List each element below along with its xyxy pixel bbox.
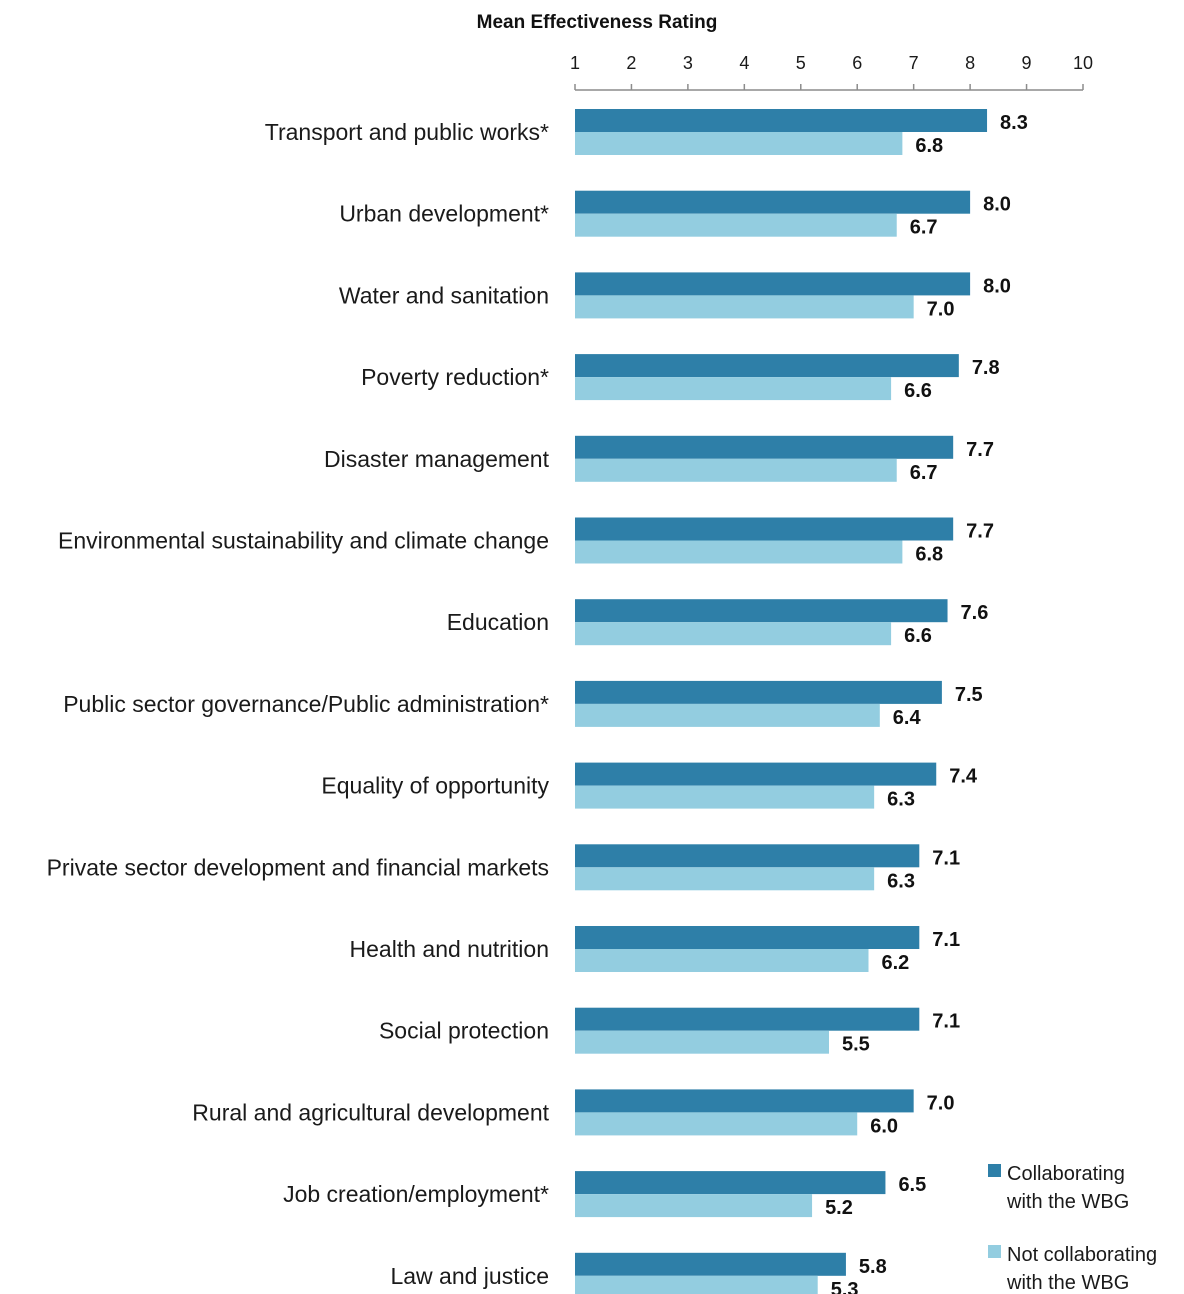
data-label: 7.1	[932, 1011, 960, 1033]
bar	[575, 599, 948, 623]
category-label: Water and sanitation	[339, 282, 549, 308]
bar	[575, 680, 942, 704]
bar	[575, 785, 875, 809]
bar	[575, 1030, 829, 1054]
data-label: 7.1	[932, 929, 960, 951]
data-label: 6.8	[915, 135, 943, 157]
x-tick-label: 5	[796, 53, 806, 73]
data-label: 6.3	[887, 789, 915, 811]
bar	[575, 762, 937, 786]
data-label: 7.0	[927, 298, 955, 320]
legend-swatch	[988, 1164, 1001, 1177]
bar	[575, 703, 880, 727]
bar	[575, 458, 897, 482]
bar	[575, 132, 903, 155]
data-label: 7.7	[966, 439, 994, 461]
bar	[575, 190, 971, 214]
data-label: 7.0	[927, 1092, 955, 1114]
category-label: Job creation/employment*	[283, 1181, 549, 1207]
data-label: 7.5	[955, 684, 983, 706]
data-label: 5.2	[825, 1197, 853, 1219]
bar	[575, 435, 954, 459]
category-label: Disaster management	[324, 446, 550, 472]
bar	[575, 867, 875, 891]
bar	[575, 1194, 813, 1218]
category-label: Transport and public works*	[265, 119, 549, 145]
data-label: 8.0	[983, 275, 1011, 297]
bar	[575, 1171, 886, 1195]
bar	[575, 1112, 858, 1136]
x-tick-label: 3	[683, 53, 693, 73]
bar	[575, 295, 914, 319]
bar	[575, 272, 971, 296]
category-label: Private sector development and financial…	[47, 854, 549, 880]
category-label: Education	[447, 609, 549, 635]
x-tick-label: 6	[852, 53, 862, 73]
legend-label: Collaborating	[1007, 1163, 1125, 1185]
x-tick-label: 8	[965, 53, 975, 73]
bar	[575, 622, 892, 646]
data-label: 8.0	[983, 194, 1011, 216]
data-label: 6.7	[910, 217, 938, 239]
data-label: 7.1	[932, 847, 960, 869]
category-label: Poverty reduction*	[361, 364, 549, 390]
bar	[575, 1089, 914, 1113]
legend-label: Not collaborating	[1007, 1244, 1157, 1266]
bar	[575, 517, 954, 541]
category-label: Health and nutrition	[350, 936, 549, 962]
x-tick-label: 1	[570, 53, 580, 73]
bar	[575, 1252, 846, 1276]
category-label: Law and justice	[390, 1263, 549, 1289]
data-label: 7.4	[949, 766, 978, 788]
data-label: 5.3	[831, 1279, 859, 1294]
bar	[575, 1275, 818, 1294]
x-tick-label: 4	[739, 53, 749, 73]
category-label: Urban development*	[339, 201, 549, 227]
data-label: 7.8	[972, 357, 1000, 379]
data-label: 6.8	[915, 544, 943, 566]
bar	[575, 354, 959, 378]
data-label: 6.2	[882, 952, 910, 974]
bar	[575, 213, 897, 237]
x-tick-label: 10	[1073, 53, 1093, 73]
category-label: Rural and agricultural development	[192, 1099, 549, 1125]
bar	[575, 377, 892, 401]
data-label: 6.3	[887, 870, 915, 892]
x-tick-label: 9	[1022, 53, 1032, 73]
bar	[575, 109, 988, 132]
x-tick-label: 2	[626, 53, 636, 73]
data-label: 5.5	[842, 1034, 870, 1056]
data-label: 5.8	[859, 1256, 887, 1278]
data-label: 6.7	[910, 462, 938, 484]
category-label: Environmental sustainability and climate…	[58, 528, 549, 554]
bar	[575, 1007, 920, 1031]
category-label: Equality of opportunity	[321, 773, 549, 799]
data-label: 6.6	[904, 625, 932, 647]
data-label: 6.5	[898, 1174, 926, 1196]
data-label: 6.4	[893, 707, 922, 729]
data-label: 8.3	[1000, 112, 1028, 134]
bar	[575, 540, 903, 564]
data-label: 6.6	[904, 380, 932, 402]
category-label: Public sector governance/Public administ…	[63, 691, 549, 717]
bar	[575, 949, 869, 972]
data-label: 6.0	[870, 1115, 898, 1137]
data-label: 7.7	[966, 521, 994, 543]
category-label: Social protection	[379, 1018, 549, 1044]
bar	[575, 844, 920, 868]
chart-title: Mean Effectiveness Rating	[477, 12, 718, 33]
x-tick-label: 7	[909, 53, 919, 73]
legend-label: with the WBG	[1006, 1272, 1129, 1294]
legend-label: with the WBG	[1006, 1191, 1129, 1213]
bar	[575, 926, 920, 949]
legend-swatch	[988, 1245, 1001, 1258]
data-label: 7.6	[961, 602, 989, 624]
